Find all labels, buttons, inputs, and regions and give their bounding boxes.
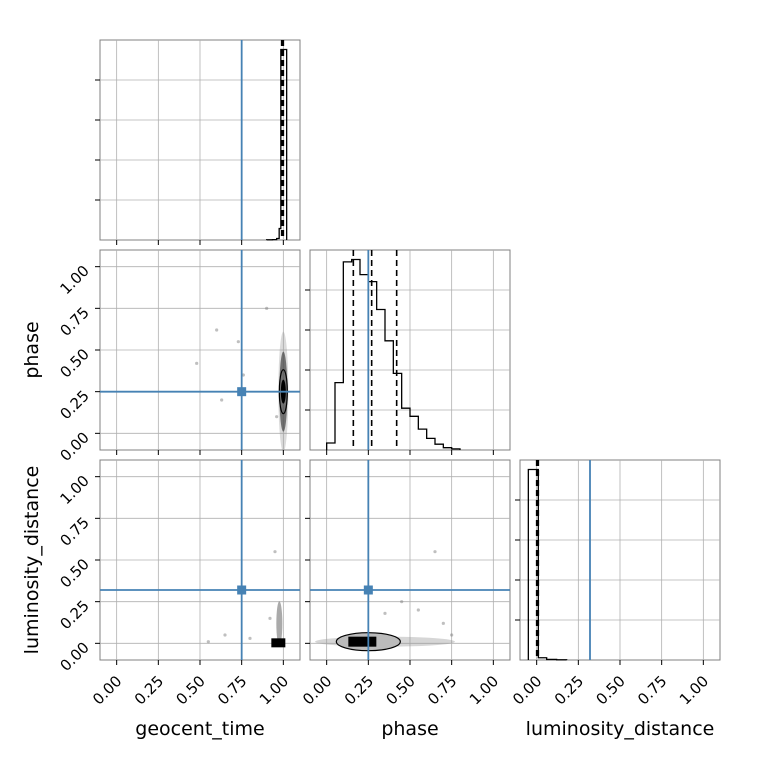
scatter-luminosity-distance-vs-geocent-time-truth-marker bbox=[237, 585, 247, 595]
scatter-phase-vs-geocent-time-point-6 bbox=[275, 415, 279, 419]
scatter-luminosity-distance-vs-phase-point-2 bbox=[441, 621, 445, 625]
hist-luminosity-distance-xtick-label-1: 0.25 bbox=[551, 672, 587, 708]
xlabel-luminosity-distance: luminosity_distance bbox=[526, 718, 715, 740]
scatter-phase-vs-geocent-time-ytick-label-1: 0.25 bbox=[56, 387, 92, 423]
scatter-luminosity-distance-vs-geocent-time-ytick-label-4: 1.00 bbox=[56, 472, 92, 508]
scatter-luminosity-distance-vs-phase-xtick-label-1: 0.25 bbox=[341, 672, 377, 708]
scatter-luminosity-distance-vs-geocent-time-density-outer bbox=[276, 601, 283, 646]
scatter-luminosity-distance-vs-geocent-time-xtick-label-3: 0.75 bbox=[214, 672, 250, 708]
hist-luminosity-distance-step bbox=[527, 468, 568, 661]
scatter-phase-vs-geocent-time-ytick-label-2: 0.50 bbox=[56, 345, 92, 381]
xlabel-geocent-time: geocent_time bbox=[135, 718, 264, 740]
scatter-luminosity-distance-vs-geocent-time-xtick-label-4: 1.00 bbox=[256, 672, 292, 708]
scatter-phase-vs-geocent-time-ytick-label-3: 0.75 bbox=[56, 303, 92, 339]
scatter-phase-vs-geocent-time-point-1 bbox=[215, 328, 219, 332]
hist-geocent-time bbox=[95, 39, 301, 245]
scatter-phase-vs-geocent-time-point-5 bbox=[265, 306, 269, 310]
scatter-phase-vs-geocent-time-point-4 bbox=[220, 398, 224, 402]
ylabel-luminosity-distance: luminosity_distance bbox=[21, 466, 43, 655]
scatter-luminosity-distance-vs-geocent-time-point-0 bbox=[206, 640, 210, 644]
scatter-luminosity-distance-vs-geocent-time: 0.00 0.25 0.50 0.75 1.000.000.250.500.751.00 bbox=[56, 459, 301, 708]
scatter-phase-vs-geocent-time-point-2 bbox=[236, 340, 240, 344]
hist-luminosity-distance-xtick-label-4: 1.00 bbox=[676, 672, 712, 708]
scatter-luminosity-distance-vs-geocent-time-xtick-label-0: 0.00 bbox=[89, 672, 125, 708]
scatter-luminosity-distance-vs-geocent-time-xtick-label-2: 0.50 bbox=[172, 672, 208, 708]
scatter-phase-vs-geocent-time-point-0 bbox=[195, 361, 199, 365]
scatter-phase-vs-geocent-time-truth-marker bbox=[237, 387, 247, 397]
hist-luminosity-distance-xtick-label-2: 0.50 bbox=[592, 672, 628, 708]
scatter-luminosity-distance-vs-phase-point-5 bbox=[383, 611, 387, 615]
ylabel-phase: phase bbox=[21, 321, 43, 378]
scatter-luminosity-distance-vs-phase-point-4 bbox=[450, 633, 454, 637]
scatter-luminosity-distance-vs-phase-xtick-label-2: 0.50 bbox=[382, 672, 418, 708]
scatter-luminosity-distance-vs-phase: 0.00 0.25 0.50 0.75 1.00 bbox=[299, 459, 511, 708]
scatter-luminosity-distance-vs-phase-point-0 bbox=[433, 550, 437, 554]
scatter-phase-vs-geocent-time-ytick-label-4: 1.00 bbox=[56, 262, 92, 298]
hist-geocent-time-step bbox=[266, 48, 288, 241]
xlabel-phase: phase bbox=[381, 718, 438, 740]
scatter-luminosity-distance-vs-phase-xtick-label-0: 0.00 bbox=[299, 672, 335, 708]
hist-phase bbox=[305, 249, 511, 455]
scatter-luminosity-distance-vs-phase-truth-marker bbox=[363, 585, 373, 595]
hist-luminosity-distance-xtick-label-0: 0.00 bbox=[509, 672, 545, 708]
scatter-luminosity-distance-vs-geocent-time-ytick-label-0: 0.00 bbox=[56, 638, 92, 674]
scatter-luminosity-distance-vs-phase-point-1 bbox=[416, 608, 420, 612]
scatter-luminosity-distance-vs-geocent-time-density-core bbox=[271, 638, 286, 648]
scatter-luminosity-distance-vs-geocent-time-ytick-label-2: 0.50 bbox=[56, 555, 92, 591]
scatter-luminosity-distance-vs-geocent-time-ytick-label-1: 0.25 bbox=[56, 597, 92, 633]
scatter-luminosity-distance-vs-geocent-time-point-3 bbox=[273, 550, 277, 554]
scatter-luminosity-distance-vs-phase-density-core bbox=[348, 636, 377, 647]
hist-luminosity-distance: 0.00 0.25 0.50 0.75 1.00 bbox=[509, 459, 721, 708]
scatter-luminosity-distance-vs-geocent-time-point-4 bbox=[268, 616, 272, 620]
scatter-luminosity-distance-vs-geocent-time-point-2 bbox=[248, 636, 252, 640]
hist-phase-step bbox=[326, 258, 461, 450]
hist-luminosity-distance-xtick-label-3: 0.75 bbox=[634, 672, 670, 708]
scatter-luminosity-distance-vs-geocent-time-xtick-label-1: 0.25 bbox=[131, 672, 167, 708]
scatter-phase-vs-geocent-time: 0.00 0.25 0.50 0.75 1.00 bbox=[56, 249, 301, 465]
scatter-luminosity-distance-vs-geocent-time-ytick-label-3: 0.75 bbox=[56, 513, 92, 549]
scatter-phase-vs-geocent-time-ytick-label-0: 0.00 bbox=[56, 428, 92, 464]
scatter-luminosity-distance-vs-phase-xtick-label-4: 1.00 bbox=[466, 672, 502, 708]
scatter-luminosity-distance-vs-geocent-time-point-1 bbox=[223, 633, 227, 637]
scatter-luminosity-distance-vs-phase-point-3 bbox=[400, 600, 404, 604]
scatter-luminosity-distance-vs-phase-xtick-label-3: 0.75 bbox=[424, 672, 460, 708]
